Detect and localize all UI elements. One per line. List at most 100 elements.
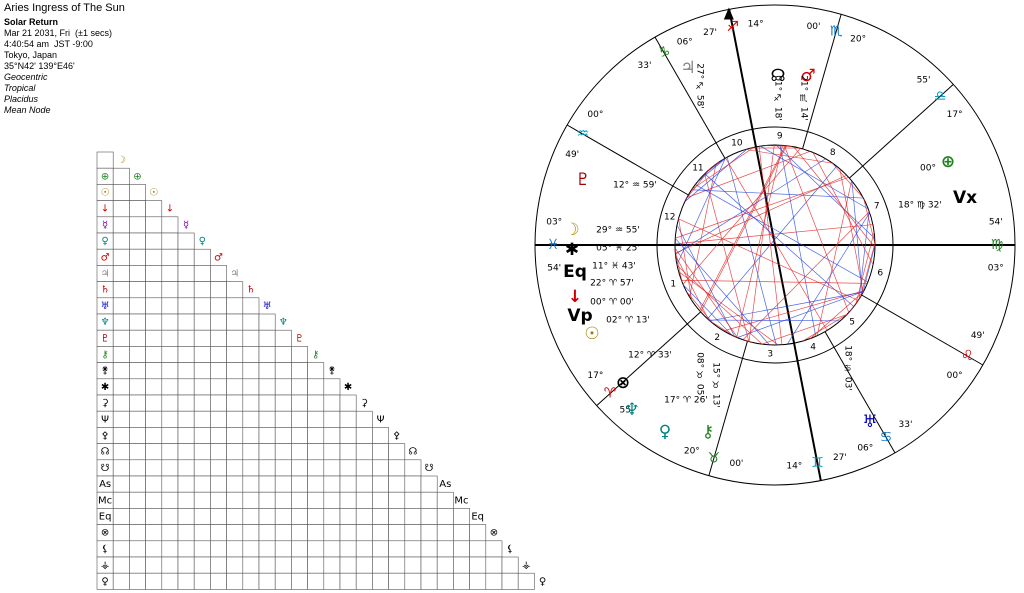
grid-cell — [193, 329, 211, 347]
grid-cell — [242, 297, 260, 315]
grid-cell — [161, 540, 179, 558]
grid-cell — [469, 540, 487, 558]
grid-cell — [210, 427, 227, 444]
grid-cell — [453, 556, 470, 574]
grid-cell — [420, 556, 438, 574]
grid-cell — [274, 508, 292, 525]
grid-cell — [355, 427, 373, 444]
grid-cell — [129, 200, 146, 218]
grid-cell — [291, 572, 308, 590]
grid-cell — [274, 378, 292, 396]
house-number: 2 — [714, 333, 720, 343]
grid-cell — [145, 232, 163, 250]
cusp-min: 55' — [917, 76, 931, 86]
setting: Tropical — [4, 83, 36, 93]
grid-cell — [193, 265, 211, 282]
grid-cell — [291, 410, 308, 428]
house-cusp — [802, 14, 842, 150]
grid-cell — [210, 281, 227, 299]
grid-cell — [226, 491, 244, 509]
grid-diagonal-glyph: ♄ — [246, 285, 255, 296]
house-number: 5 — [849, 318, 855, 328]
grid-cell — [210, 362, 227, 380]
house-cusp — [566, 124, 689, 196]
grid-cell — [388, 491, 406, 509]
grid-cell — [226, 556, 244, 574]
grid-cell — [420, 508, 438, 525]
grid-cell — [307, 410, 325, 428]
cusp-sign: ♎ — [934, 88, 947, 104]
grid-cell — [404, 540, 422, 558]
cusp-min: 00' — [807, 22, 821, 32]
grid-cell — [129, 443, 146, 461]
grid-cell — [323, 410, 341, 428]
grid-cell — [291, 394, 308, 412]
grid-cell — [193, 524, 211, 542]
aspect-line — [697, 157, 727, 183]
place: Tokyo, Japan — [4, 50, 58, 60]
grid-row-glyph: Ψ — [101, 414, 109, 425]
grid-diagonal-glyph: ☋ — [425, 463, 434, 474]
grid-diagonal-glyph: ♀ — [539, 576, 546, 587]
house-number: 12 — [664, 212, 675, 222]
grid-cell — [177, 491, 195, 509]
planet-glyph: ♂ — [800, 66, 815, 86]
grid-cell — [355, 491, 373, 509]
grid-cell — [339, 394, 357, 412]
planet-position: 05° ♓ 25' — [596, 244, 640, 254]
aspect-line — [839, 168, 864, 293]
aspect-line — [675, 255, 709, 320]
grid-cell — [129, 378, 146, 396]
grid-cell — [307, 443, 325, 461]
grid-cell — [291, 540, 308, 558]
grid-cell — [129, 248, 146, 266]
grid-cell — [485, 556, 503, 574]
grid-cell — [258, 540, 276, 558]
date: Mar 21 2031, Fri (±1 secs) — [4, 28, 112, 38]
grid-cell — [339, 427, 357, 444]
grid-cell — [274, 410, 292, 428]
aspect-line — [779, 145, 817, 337]
grid-cell — [112, 443, 130, 461]
cusp-min: 55' — [619, 405, 633, 415]
grid-row-glyph: ⚶ — [101, 560, 110, 571]
grid-cell — [242, 410, 260, 428]
grid-cell — [112, 572, 130, 590]
grid-cell — [177, 540, 195, 558]
aspect-line — [860, 243, 876, 298]
grid-cell — [129, 313, 146, 331]
grid-row-glyph: ♃ — [101, 269, 110, 280]
grid-cell — [258, 394, 276, 412]
grid-cell — [145, 491, 163, 509]
aspect-line — [678, 271, 779, 346]
aspect-line — [707, 166, 837, 320]
grid-cell — [323, 556, 341, 574]
grid-cell — [177, 572, 195, 590]
grid-cell — [145, 329, 163, 347]
grid-cell — [145, 200, 163, 218]
grid-cell — [210, 394, 227, 412]
grid-cell — [210, 443, 227, 461]
grid-cell — [112, 281, 130, 299]
grid-cell — [161, 362, 179, 380]
grid-cell — [307, 556, 325, 574]
grid-diagonal-glyph: ✱ — [344, 382, 352, 393]
grid-cell — [307, 394, 325, 412]
grid-cell — [339, 508, 357, 525]
grid-cell — [242, 427, 260, 444]
grid-cell — [258, 329, 276, 347]
grid-cell — [501, 572, 519, 590]
grid-cell — [145, 540, 163, 558]
grid-cell — [129, 297, 146, 315]
grid-cell — [339, 491, 357, 509]
grid-cell — [242, 491, 260, 509]
aspect-line — [849, 299, 859, 312]
house-number: 4 — [810, 343, 816, 353]
cusp-deg: 03° — [988, 264, 1004, 274]
grid-cell — [145, 459, 163, 477]
house-number: 1 — [670, 280, 676, 290]
grid-cell — [355, 410, 373, 428]
grid-cell — [129, 540, 146, 558]
planet-glyph: ♀ — [659, 422, 671, 442]
